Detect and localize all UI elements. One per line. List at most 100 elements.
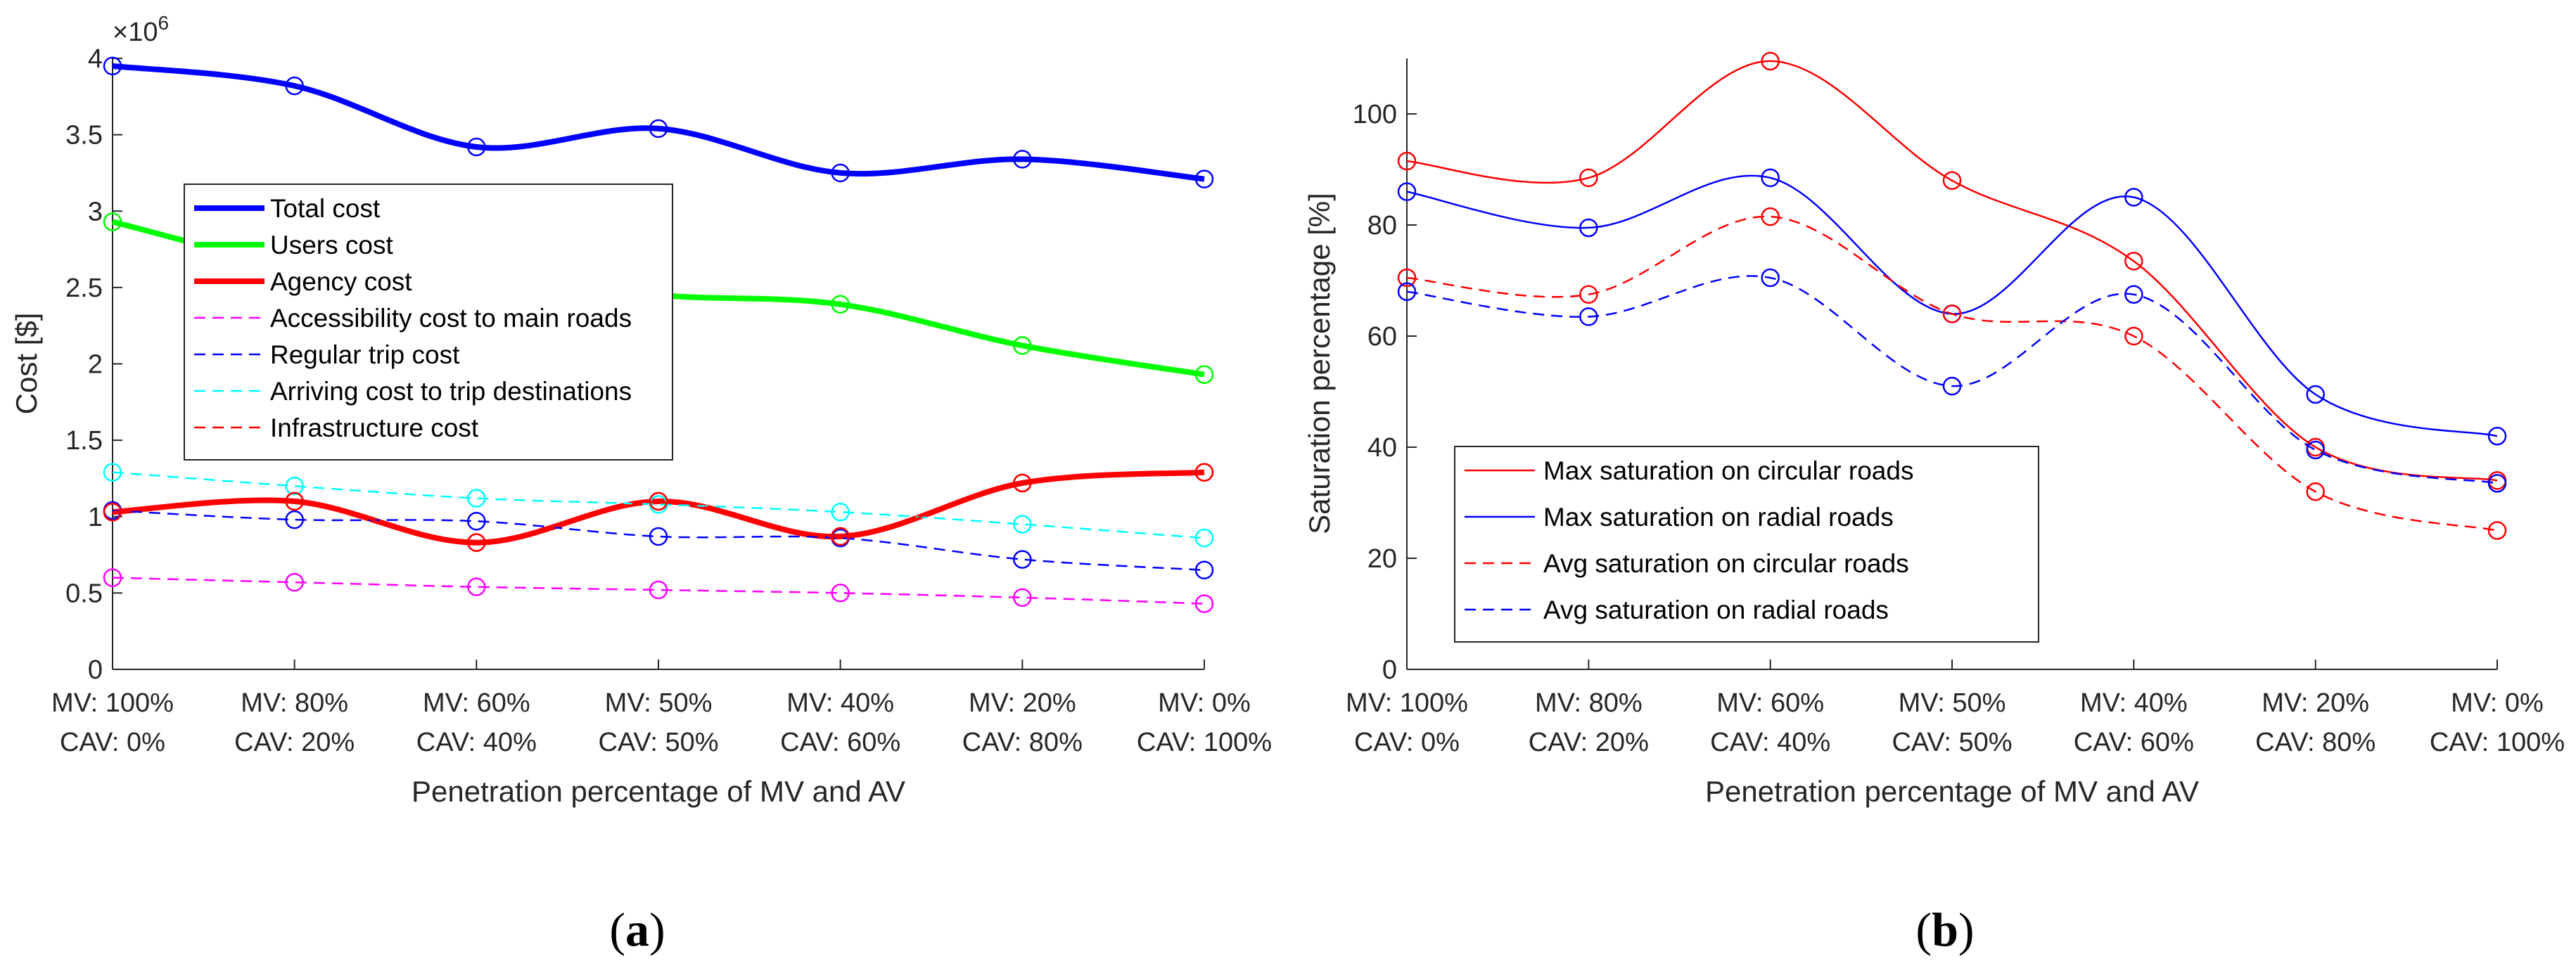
data-point-marker	[1013, 515, 1032, 534]
data-point-marker	[285, 510, 304, 529]
data-point-marker	[1194, 594, 1214, 613]
data-point-marker	[1013, 336, 1032, 355]
series-2	[103, 463, 1214, 552]
x-tick-label-line2: CAV: 0%	[60, 728, 165, 757]
data-point-marker	[2124, 252, 2143, 271]
y-tick-label: 80	[1367, 211, 1397, 240]
data-point-marker	[467, 577, 486, 596]
data-point-marker	[831, 502, 850, 522]
data-point-marker	[649, 119, 668, 139]
panel-b-x-axis-label: Penetration percentage of MV and AV	[1705, 775, 2199, 808]
data-point-marker	[831, 584, 850, 603]
y-tick-label: 0	[1382, 655, 1397, 685]
panel-b-saturation-chart: 0 20 40 60 80 100 MV: 100% CAV: 0% MV: 80% CAV: …	[1303, 51, 2565, 956]
series-2	[1397, 207, 2507, 540]
data-point-marker	[1579, 285, 1598, 304]
data-point-marker	[1397, 182, 1417, 201]
x-tick-label-line1: MV: 20%	[2262, 688, 2369, 718]
series-1	[1397, 168, 2507, 446]
data-point-marker	[1942, 304, 1962, 323]
series-3	[1397, 268, 2507, 493]
x-tick-label-line1: MV: 0%	[2451, 688, 2544, 718]
series-5	[103, 463, 1214, 548]
data-point-marker	[1194, 560, 1214, 580]
panel-a-exponent: ×106	[113, 12, 169, 47]
x-tick-label-line2: CAV: 40%	[1710, 728, 1830, 757]
panel-a-label: (a)	[609, 903, 665, 956]
y-tick-label: 2	[88, 350, 103, 380]
data-point-marker	[1761, 268, 1780, 288]
x-tick-label-line2: CAV: 50%	[598, 728, 718, 757]
data-point-marker	[2306, 440, 2325, 460]
panel-a-y-ticks: 0 0.5 1 1.5 2 2.5 3 3.5 4	[65, 44, 122, 685]
y-tick-label: 1.5	[65, 426, 103, 456]
x-tick-label-line1: MV: 60%	[1716, 688, 1824, 718]
legend-entry: Users cost	[270, 231, 393, 259]
legend-entry: Max saturation on circular roads	[1543, 456, 1913, 485]
legend-entry: Max saturation on radial roads	[1543, 503, 1894, 532]
data-point-marker	[1194, 169, 1214, 188]
x-tick-label-line1: MV: 60%	[423, 688, 530, 718]
legend-entry: Avg saturation on circular roads	[1543, 549, 1909, 578]
data-point-marker	[1761, 207, 1780, 226]
series-line	[112, 509, 1205, 572]
panel-a-cost-chart: 0 0.5 1 1.5 2 2.5 3 3.5 4 MV: 100% CAV: 0% MV: 80%…	[10, 12, 1272, 956]
panel-a-y-axis-label: Cost [$]	[10, 313, 43, 415]
data-point-marker	[467, 489, 486, 508]
x-tick-label-line2: CAV: 60%	[2074, 728, 2194, 757]
x-tick-label-line2: CAV: 20%	[234, 728, 355, 757]
data-point-marker	[467, 137, 486, 157]
x-tick-label-line2: CAV: 80%	[962, 728, 1083, 757]
panel-b-legend: Max saturation on circular roads Max satu…	[1454, 446, 2039, 643]
x-tick-label-line2: CAV: 80%	[2255, 728, 2376, 757]
data-point-marker	[649, 527, 668, 546]
data-point-marker	[2487, 474, 2507, 493]
data-point-marker	[831, 163, 850, 183]
x-tick-label-line1: MV: 100%	[51, 688, 174, 718]
series-line	[112, 469, 1205, 546]
panel-a-legend: Total cost Users cost Agency cost Accessibi…	[184, 184, 673, 461]
y-tick-label: 2.5	[65, 274, 103, 303]
panel-b-label: (b)	[1915, 903, 1974, 956]
data-point-marker	[103, 463, 122, 482]
x-tick-label-line1: MV: 50%	[605, 688, 713, 718]
series-0	[103, 56, 1214, 188]
x-tick-label-line2: CAV: 60%	[780, 728, 900, 757]
data-point-marker	[103, 212, 122, 231]
legend-entry: Agency cost	[270, 267, 412, 296]
y-tick-label: 0	[88, 655, 103, 685]
legend-box	[184, 184, 673, 461]
legend-box	[1454, 446, 2039, 643]
data-point-marker	[103, 568, 122, 587]
data-point-marker	[103, 56, 122, 76]
data-point-marker	[1942, 171, 1962, 191]
series-line	[1406, 60, 2498, 482]
series-3	[103, 568, 1214, 613]
legend-entry: Avg saturation on radial roads	[1543, 596, 1889, 624]
y-tick-label: 4	[88, 44, 103, 74]
x-tick-label-line1: MV: 20%	[969, 688, 1076, 718]
panel-a-x-axis-label: Penetration percentage of MV and AV	[412, 775, 905, 808]
y-tick-label: 3	[88, 197, 103, 226]
x-tick-label-line2: CAV: 100%	[2430, 728, 2565, 757]
data-point-marker	[831, 295, 850, 314]
data-point-marker	[2487, 521, 2507, 540]
data-point-marker	[285, 572, 304, 592]
series-0	[1397, 51, 2507, 490]
data-point-marker	[2124, 188, 2143, 207]
data-point-marker	[1761, 51, 1780, 71]
data-point-marker	[1013, 150, 1032, 169]
data-point-marker	[1013, 588, 1032, 607]
data-point-marker	[103, 502, 122, 522]
data-point-marker	[1761, 168, 1780, 188]
data-point-marker	[467, 533, 486, 552]
data-point-marker	[1579, 168, 1598, 188]
x-tick-label-line2: CAV: 0%	[1354, 728, 1460, 757]
y-tick-label: 20	[1367, 544, 1397, 574]
data-point-marker	[1579, 218, 1598, 238]
data-point-marker	[831, 527, 850, 546]
panel-b-series	[1397, 51, 2507, 540]
legend-entry: Infrastructure cost	[270, 413, 479, 442]
data-point-marker	[285, 491, 304, 511]
x-tick-label-line1: MV: 0%	[1158, 688, 1251, 718]
